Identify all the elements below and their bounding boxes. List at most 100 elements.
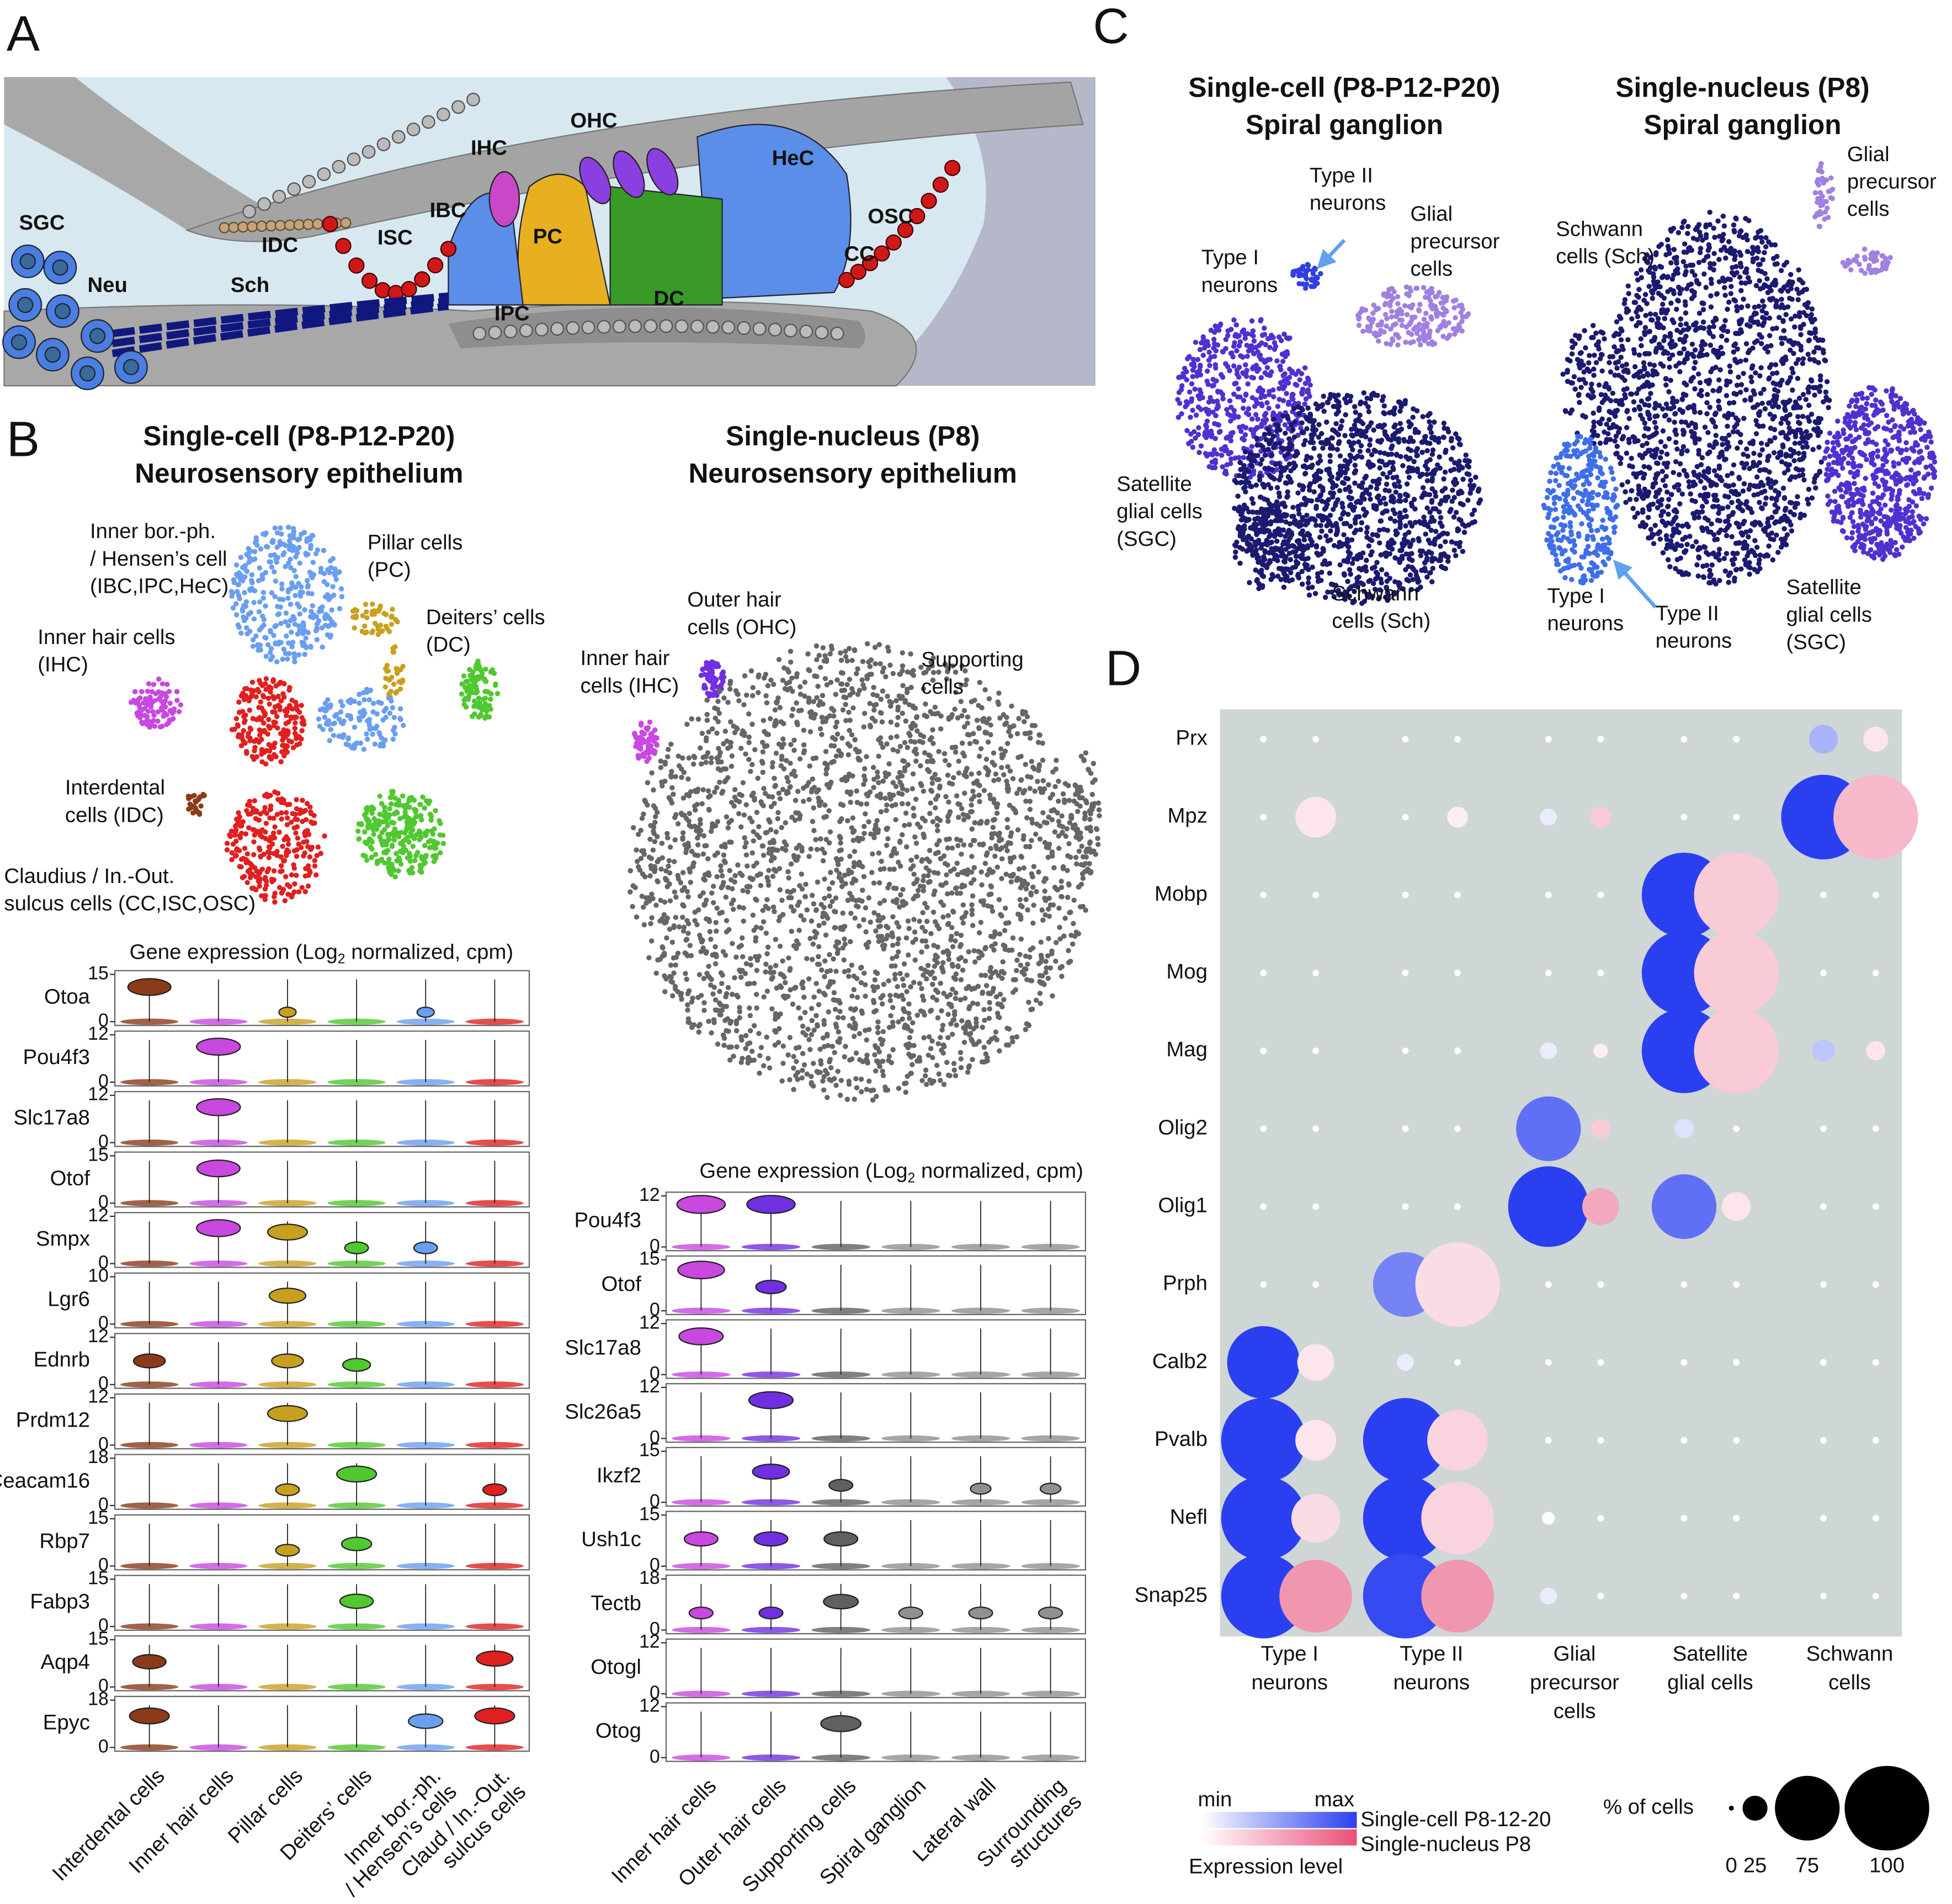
cell-point [738,746,744,751]
cell-point [977,799,982,805]
cell-point [1262,412,1268,418]
cell-point [741,702,747,708]
cell-point [705,788,711,794]
cell-point [252,865,258,871]
cell-point [296,889,302,895]
cell-point [1017,897,1023,902]
cell-point [1376,338,1381,344]
cell-point [1417,342,1423,348]
cell-point [259,747,265,752]
cell-point [417,868,423,873]
cell-point [842,1054,847,1060]
cell-point [733,954,739,960]
cell-point [663,919,669,926]
cell-point [382,684,389,690]
cell-point [1079,871,1086,877]
cell-point [928,971,933,977]
cell-point [337,733,343,739]
cell-point [770,682,776,687]
cell-point [870,851,875,857]
cell-point [871,707,877,713]
cell-point [763,930,769,936]
cell-point [930,819,936,825]
cell-point [473,690,479,696]
cell-point [270,694,276,699]
cell-point [258,853,263,859]
cell-point [641,922,647,928]
cell-point [409,865,415,870]
cell [932,177,949,193]
cell-point [244,631,250,637]
cell-point [706,873,712,878]
cell-point [1039,907,1045,913]
cell-point [854,976,860,981]
cell-point [898,892,903,898]
cell-point [908,857,914,863]
cell-point [799,1075,805,1081]
cell-point [1430,342,1435,347]
cell-point [881,981,887,987]
cell-point [743,1046,748,1051]
cell-point [725,825,731,831]
cell-point [760,717,767,724]
cell-point [358,709,363,715]
cell-point [979,705,985,711]
cell-point [262,805,268,810]
cell-point [740,728,746,734]
cell-point [855,756,861,761]
cell-point [742,673,748,679]
cell-point [998,746,1004,752]
cell-point [1052,829,1058,835]
cell-point [704,916,709,922]
cell-point [379,829,385,836]
cell-point [233,716,240,721]
cell-point [838,847,844,853]
cell-point [427,798,433,804]
cell-point [802,894,808,900]
cell-point [968,842,974,848]
cell-point [861,724,867,730]
cell-point [380,628,385,634]
cell-point [919,949,924,955]
cell-point [986,696,992,701]
cell-point [1039,955,1045,961]
cell-point [370,731,375,737]
cell-point [795,902,801,908]
cell-point [706,806,712,812]
cell [427,257,444,274]
cell-point [785,889,790,894]
cell-point [476,704,482,710]
cell-point [881,898,887,903]
cell-point [464,688,470,694]
cell-point [343,741,349,747]
cell-point [413,853,419,859]
cell-point [274,544,280,550]
cell-point [987,1006,993,1012]
cell-point [371,831,376,837]
cell-point [371,822,377,828]
cell-point [896,936,901,942]
cell-point [1023,762,1028,767]
cell [613,320,626,333]
cell-point [291,889,297,895]
cell-point [1446,320,1451,326]
cell-point [876,780,881,785]
cell-point [246,698,252,704]
cell-point [301,853,306,859]
cell-point [732,794,738,800]
cell-point [929,1080,934,1086]
cell-point [310,603,316,609]
cell-point [917,825,923,830]
cell-point [949,1031,955,1037]
cell-point [696,933,703,938]
cell-point [1407,285,1412,291]
cell-point [854,994,860,1000]
cell-point [838,835,843,841]
hensen-cells [696,124,852,300]
cell-point [940,914,946,920]
cell-point [743,692,749,698]
cell-point [847,727,852,733]
cell-point [772,707,778,713]
cell-point [878,809,884,815]
cell-point [788,648,794,654]
